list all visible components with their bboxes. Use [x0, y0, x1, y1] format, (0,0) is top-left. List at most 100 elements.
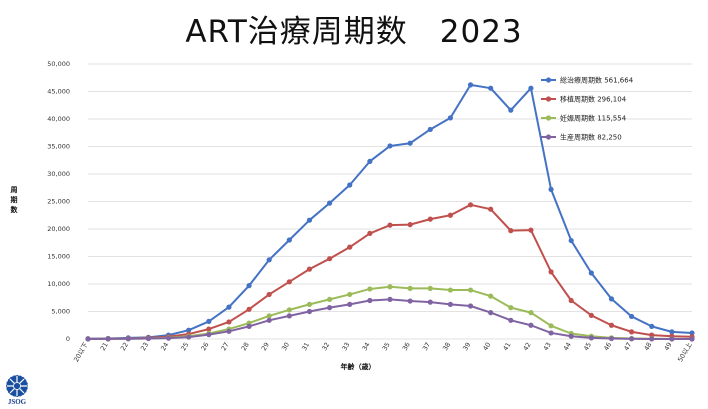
data-point: [508, 305, 514, 311]
y-tick-label: 15,000: [47, 253, 70, 261]
data-point: [447, 287, 453, 293]
y-tick-label: 5,000: [51, 308, 70, 316]
x-tick-label: 41: [501, 341, 512, 352]
x-tick-label: 31: [300, 341, 311, 352]
data-point: [407, 285, 413, 291]
data-point: [548, 269, 554, 275]
data-point: [286, 237, 292, 243]
data-point: [548, 323, 554, 329]
data-point: [226, 319, 232, 325]
data-point: [427, 285, 433, 291]
data-point: [588, 335, 594, 341]
x-tick-label: 32: [320, 341, 331, 352]
data-point: [629, 329, 635, 335]
series-4: [85, 296, 695, 342]
x-tick-label: 50以上: [675, 340, 694, 363]
x-tick-label: 45: [582, 341, 593, 352]
legend-marker: [545, 134, 552, 140]
data-point: [306, 217, 313, 223]
data-point: [669, 329, 675, 335]
data-point: [367, 230, 373, 236]
y-tick-label: 45,000: [47, 88, 70, 96]
x-tick-label: 35: [381, 341, 392, 352]
data-point: [347, 182, 353, 188]
data-point: [266, 313, 272, 319]
x-tick-label: 29: [260, 341, 271, 352]
x-tick-label: 49: [663, 341, 674, 352]
data-point: [568, 297, 574, 304]
data-point: [629, 313, 635, 320]
data-point: [528, 322, 534, 328]
data-point: [85, 336, 91, 342]
data-point: [165, 335, 172, 341]
x-tick-labels: 20以下 21 22 23 24 25 26 27 28 29 30 31 32 33 34 35 36 37 38…: [72, 340, 694, 363]
data-point: [286, 313, 292, 319]
x-tick-label: 42: [522, 341, 533, 352]
x-tick-label: 39: [461, 341, 472, 352]
data-point: [427, 216, 433, 222]
x-tick-label: 34: [361, 341, 372, 352]
data-point: [528, 310, 534, 316]
data-point: [246, 306, 252, 312]
data-point: [528, 85, 534, 91]
y-tick-label: 30,000: [47, 170, 70, 178]
data-point: [105, 336, 111, 342]
data-point: [286, 279, 292, 285]
data-point: [246, 323, 252, 329]
data-point: [689, 330, 695, 336]
data-point: [387, 222, 393, 228]
y-axis-label: 周期数: [11, 185, 19, 214]
x-tick-label: 30: [280, 341, 291, 352]
data-point: [548, 186, 554, 192]
x-tick-label: 24: [159, 341, 170, 352]
jsog-logo-icon: [5, 374, 29, 398]
data-point: [145, 335, 151, 342]
data-point: [447, 301, 453, 307]
data-point: [488, 293, 494, 299]
data-point: [387, 143, 393, 149]
x-tick-label: 22: [119, 341, 130, 352]
data-point: [367, 286, 373, 292]
data-point: [407, 222, 413, 228]
data-point: [467, 303, 474, 309]
y-tick-labels: 0 5,000 10,000 15,000 20,000 25,000 30,000 35,0…: [47, 60, 70, 343]
y-tick-label: 0: [66, 335, 70, 343]
data-point: [528, 227, 534, 233]
data-point: [447, 115, 453, 121]
data-point: [327, 200, 333, 206]
data-point: [206, 318, 212, 324]
data-point: [649, 323, 655, 329]
data-point: [488, 310, 494, 316]
data-point: [629, 336, 635, 342]
x-tick-label: 27: [220, 341, 231, 352]
data-point: [387, 296, 393, 302]
data-point: [608, 322, 615, 328]
y-tick-label: 50,000: [47, 60, 70, 68]
data-point: [206, 332, 212, 338]
data-point: [347, 301, 353, 307]
y-tick-label: 40,000: [47, 115, 70, 123]
data-point: [649, 332, 655, 338]
data-point: [266, 291, 272, 298]
legend-entry: 生産周期数 82,250: [560, 132, 622, 141]
data-point: [327, 256, 333, 262]
data-point: [588, 270, 594, 276]
data-point: [306, 266, 313, 272]
y-tick-label: 35,000: [47, 143, 70, 151]
y-tick-label: 10,000: [47, 280, 70, 288]
x-tick-label: 44: [562, 341, 573, 352]
data-point: [306, 308, 313, 315]
data-point: [387, 284, 393, 290]
data-point: [508, 107, 514, 113]
data-point: [246, 283, 252, 289]
legend-entry: 妊娠周期数 115,554: [560, 113, 627, 122]
x-tick-label: 37: [421, 341, 432, 352]
data-point: [125, 336, 131, 342]
data-point: [327, 305, 333, 311]
x-tick-label: 21: [99, 341, 110, 352]
x-tick-label: 43: [542, 341, 553, 352]
legend-marker: [545, 115, 552, 121]
data-point: [447, 212, 453, 218]
data-point: [206, 326, 212, 332]
data-point: [407, 140, 413, 146]
